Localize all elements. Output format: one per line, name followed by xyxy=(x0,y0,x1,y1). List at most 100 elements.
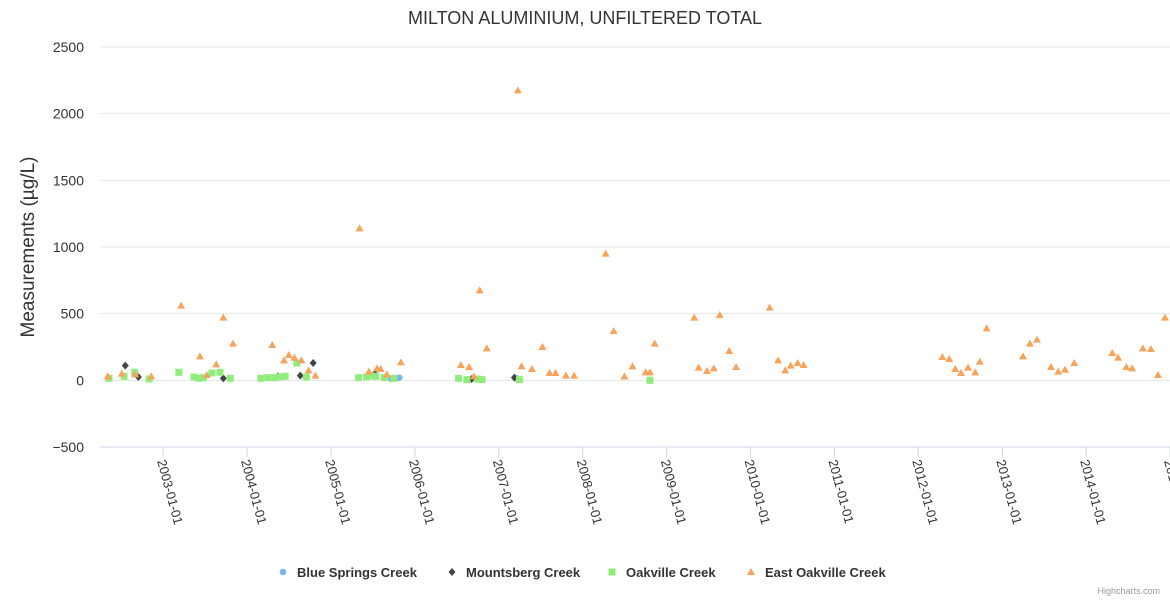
data-point[interactable] xyxy=(219,313,228,321)
data-point[interactable] xyxy=(982,324,991,332)
legend-symbol[interactable] xyxy=(608,568,616,576)
legend-item-oakville-creek[interactable]: Oakville Creek xyxy=(608,565,717,580)
data-point[interactable] xyxy=(380,374,388,382)
data-point[interactable] xyxy=(219,374,227,383)
data-point[interactable] xyxy=(732,363,741,370)
data-point[interactable] xyxy=(309,359,317,367)
data-point[interactable] xyxy=(517,362,526,370)
data-point[interactable] xyxy=(281,372,289,380)
data-point[interactable] xyxy=(284,351,293,358)
data-point[interactable] xyxy=(304,366,313,374)
legend-item-blue-springs-creek[interactable]: Blue Springs Creek xyxy=(279,565,418,580)
data-point[interactable] xyxy=(951,365,960,372)
data-point[interactable] xyxy=(650,339,659,347)
data-point[interactable] xyxy=(296,371,304,380)
data-point[interactable] xyxy=(765,303,774,311)
data-point[interactable] xyxy=(799,361,808,368)
data-point[interactable] xyxy=(956,369,965,376)
data-point[interactable] xyxy=(945,355,954,362)
data-point[interactable] xyxy=(396,358,405,366)
data-point[interactable] xyxy=(264,374,272,382)
data-point[interactable] xyxy=(645,368,654,376)
data-point[interactable] xyxy=(781,366,790,374)
data-point[interactable] xyxy=(482,344,491,352)
data-point[interactable] xyxy=(147,372,156,380)
data-point[interactable] xyxy=(1025,339,1034,347)
data-point[interactable] xyxy=(455,374,463,382)
data-point[interactable] xyxy=(355,224,364,232)
data-point[interactable] xyxy=(1114,353,1123,361)
data-point[interactable] xyxy=(195,374,203,382)
data-point[interactable] xyxy=(117,369,126,377)
data-point[interactable] xyxy=(964,363,973,371)
data-point[interactable] xyxy=(376,365,385,372)
data-point[interactable] xyxy=(620,372,629,380)
data-point[interactable] xyxy=(208,369,216,377)
data-point[interactable] xyxy=(1122,363,1131,370)
data-point[interactable] xyxy=(1154,371,1163,378)
data-point[interactable] xyxy=(709,364,718,372)
data-point[interactable] xyxy=(938,353,947,360)
data-point[interactable] xyxy=(538,343,547,350)
data-point[interactable] xyxy=(774,356,783,364)
legend-symbol[interactable] xyxy=(279,568,287,576)
data-point[interactable] xyxy=(725,347,734,354)
data-point[interactable] xyxy=(279,356,288,364)
data-point[interactable] xyxy=(372,372,380,380)
data-point[interactable] xyxy=(364,367,373,375)
data-point[interactable] xyxy=(103,372,112,380)
data-point[interactable] xyxy=(355,374,363,382)
data-point[interactable] xyxy=(195,352,204,360)
data-point[interactable] xyxy=(229,339,238,347)
data-point[interactable] xyxy=(478,376,486,384)
data-point[interactable] xyxy=(628,362,637,370)
data-point[interactable] xyxy=(570,371,579,379)
data-point[interactable] xyxy=(551,369,560,376)
data-point[interactable] xyxy=(646,376,654,384)
data-point[interactable] xyxy=(302,373,310,381)
data-point[interactable] xyxy=(311,371,320,379)
data-point[interactable] xyxy=(1032,335,1041,343)
data-point[interactable] xyxy=(475,286,484,294)
data-point[interactable] xyxy=(366,372,374,380)
data-point[interactable] xyxy=(561,371,570,379)
data-point[interactable] xyxy=(1047,363,1056,370)
data-point[interactable] xyxy=(1146,345,1155,352)
data-point[interactable] xyxy=(390,374,398,382)
data-point[interactable] xyxy=(971,368,980,376)
data-point[interactable] xyxy=(1128,364,1137,372)
data-point[interactable] xyxy=(456,361,465,368)
data-point[interactable] xyxy=(276,373,284,381)
credits-link[interactable]: Highcharts.com xyxy=(1097,586,1160,596)
data-point[interactable] xyxy=(975,357,984,365)
data-point[interactable] xyxy=(694,363,703,371)
data-point[interactable] xyxy=(1160,313,1169,321)
data-point[interactable] xyxy=(290,353,299,361)
data-point[interactable] xyxy=(1054,367,1063,375)
legend-symbol[interactable] xyxy=(448,568,456,576)
data-point[interactable] xyxy=(271,374,279,382)
data-point[interactable] xyxy=(121,361,129,370)
data-point[interactable] xyxy=(190,373,198,381)
data-point[interactable] xyxy=(268,341,277,348)
data-point[interactable] xyxy=(690,313,699,321)
data-point[interactable] xyxy=(527,365,536,372)
data-point[interactable] xyxy=(177,301,186,309)
data-point[interactable] xyxy=(297,356,306,364)
data-point[interactable] xyxy=(786,361,795,369)
data-point[interactable] xyxy=(131,370,140,378)
legend-item-mountsberg-creek[interactable]: Mountsberg Creek xyxy=(448,565,581,580)
data-point[interactable] xyxy=(463,376,471,384)
data-point[interactable] xyxy=(545,369,554,376)
legend-symbol[interactable] xyxy=(747,568,755,575)
data-point[interactable] xyxy=(1061,365,1070,373)
data-point[interactable] xyxy=(1070,359,1079,366)
data-point[interactable] xyxy=(212,360,221,368)
data-point[interactable] xyxy=(1108,349,1117,356)
data-point[interactable] xyxy=(609,327,618,334)
data-point[interactable] xyxy=(465,363,474,370)
data-point[interactable] xyxy=(293,359,301,367)
data-point[interactable] xyxy=(396,374,403,381)
data-point[interactable] xyxy=(715,311,724,318)
data-point[interactable] xyxy=(793,359,802,366)
